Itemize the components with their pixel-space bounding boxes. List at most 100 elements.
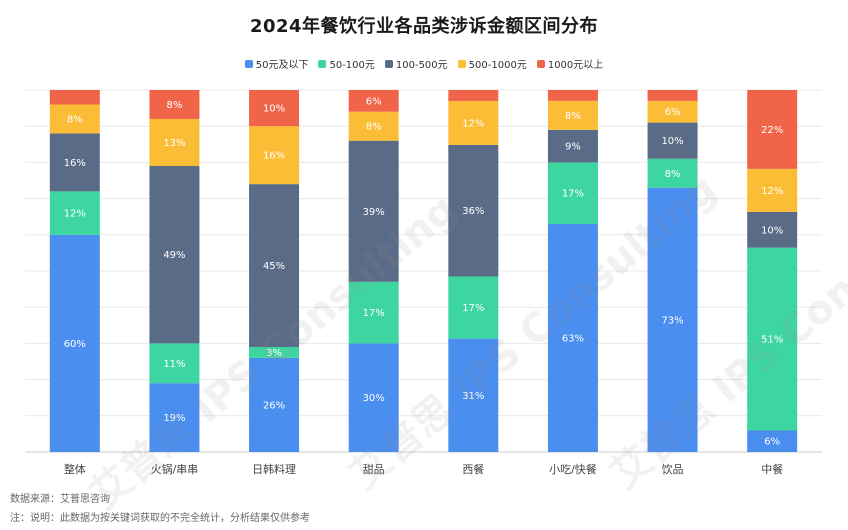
data-label: 8% (665, 169, 681, 180)
bar-segment-3-3 (249, 184, 300, 348)
bar-segment-5-4 (448, 100, 499, 145)
data-label: 8% (366, 122, 382, 133)
data-label: 63% (562, 333, 584, 344)
bar-segment-3-4 (249, 126, 300, 185)
bar-segment-3-5 (249, 90, 300, 127)
data-label: 45% (263, 261, 285, 272)
data-label: 17% (562, 189, 584, 200)
bar-segment-2-3 (149, 166, 200, 344)
bar-segment-6-2 (547, 162, 598, 224)
bar-segment-5-1 (448, 338, 499, 452)
data-label: 11% (163, 359, 185, 370)
bar-segment-6-4 (547, 100, 598, 130)
data-label: 12% (462, 118, 484, 129)
data-label: 10% (263, 104, 285, 115)
bar-segment-2-4 (149, 118, 200, 167)
x-tick-label: 饮品 (662, 463, 684, 476)
data-label: 16% (64, 158, 86, 169)
bar-segment-1-1 (49, 234, 100, 452)
bar-segment-8-4 (747, 168, 798, 212)
bar-segment-7-3 (647, 122, 698, 159)
data-label: 16% (263, 151, 285, 162)
data-label: 12% (64, 209, 86, 220)
legend-swatch-3 (384, 59, 393, 68)
data-label: 10% (761, 225, 783, 236)
bar-segment-6-3 (547, 129, 598, 163)
data-label: 8% (565, 111, 581, 122)
legend-label-4: 500-1000元 (468, 60, 527, 71)
bar-segment-4-2 (348, 281, 399, 344)
legend-item-3: 100-500元 (384, 56, 448, 71)
data-label: 22% (761, 125, 783, 136)
data-label: 17% (363, 308, 385, 319)
bar-segment-7-4 (647, 100, 698, 123)
bar-segment-7-5 (647, 90, 698, 101)
x-tick-label: 小吃/快餐 (549, 462, 597, 476)
legend-swatch-1 (244, 59, 253, 68)
data-label: 30% (363, 393, 385, 404)
data-label: 8% (67, 114, 83, 125)
data-label: 12% (761, 186, 783, 197)
x-tick-label: 整体 (64, 462, 86, 476)
legend-item-2: 50-100元 (318, 56, 375, 71)
bar-segment-3-2 (249, 347, 300, 358)
bar-segment-7-1 (647, 187, 698, 453)
chart-legend: 50元及以下 50-100元 100-500元 500-1000元 1000元以… (0, 56, 848, 71)
x-tick-label: 西餐 (462, 462, 484, 476)
data-label: 73% (661, 315, 683, 326)
data-label: 39% (363, 207, 385, 218)
bar-segment-5-3 (448, 144, 499, 277)
bar-segment-4-5 (348, 90, 399, 112)
data-source: 数据来源：艾普思咨询 (10, 494, 110, 505)
bar-segment-1-2 (49, 191, 100, 235)
chart-title: 2024年餐饮行业各品类涉诉金额区间分布 (249, 16, 599, 37)
bar-segment-8-1 (747, 430, 798, 452)
bar-segment-8-3 (747, 211, 798, 248)
bar-segment-6-5 (547, 90, 598, 101)
data-label: 3% (266, 348, 282, 359)
legend-label-3: 100-500元 (395, 60, 448, 71)
bar-segment-2-5 (149, 90, 200, 119)
data-label: 13% (163, 138, 185, 149)
bar-segment-5-5 (448, 90, 499, 101)
legend-label-2: 50-100元 (329, 60, 375, 71)
legend-item-1: 50元及以下 (244, 56, 309, 71)
legend-swatch-2 (318, 59, 327, 68)
legend-swatch-5 (536, 59, 545, 68)
data-label: 49% (163, 250, 185, 261)
legend-label-1: 50元及以下 (255, 60, 309, 71)
bar-segment-2-2 (149, 343, 200, 384)
bar-segment-7-2 (647, 158, 698, 188)
x-tick-label: 中餐 (761, 462, 783, 476)
data-label: 17% (462, 303, 484, 314)
bar-segment-4-3 (348, 140, 399, 282)
legend-swatch-4 (457, 59, 466, 68)
data-label: 10% (661, 136, 683, 147)
data-label: 36% (462, 206, 484, 217)
bar-segment-1-5 (49, 90, 100, 105)
bar-segment-1-3 (49, 133, 100, 192)
footer-note: 注：说明：此数据为按关键词获取的不完全统计，分析结果仅供参考 (10, 513, 310, 524)
data-label: 51% (761, 335, 783, 346)
legend-label-5: 1000元以上 (547, 60, 604, 71)
data-label: 8% (167, 100, 183, 111)
data-label: 6% (366, 96, 382, 107)
data-label: 31% (462, 391, 484, 402)
bar-segment-4-1 (348, 343, 399, 452)
data-label: 26% (263, 400, 285, 411)
bar-segment-8-2 (747, 247, 798, 431)
data-label: 19% (163, 413, 185, 424)
bar-segment-6-1 (547, 223, 598, 452)
bar-segment-3-1 (249, 357, 300, 452)
legend-item-5: 1000元以上 (536, 56, 604, 71)
legend-item-4: 500-1000元 (457, 56, 527, 71)
bar-segment-8-5 (747, 90, 798, 169)
x-tick-label: 甜品 (363, 463, 385, 476)
x-tick-label: 日韩料理 (252, 462, 296, 476)
data-label: 6% (665, 107, 681, 118)
bar-segment-1-4 (49, 104, 100, 134)
data-label: 60% (64, 339, 86, 350)
x-tick-label: 火锅/串串 (151, 463, 199, 476)
bar-segment-2-1 (149, 383, 200, 452)
